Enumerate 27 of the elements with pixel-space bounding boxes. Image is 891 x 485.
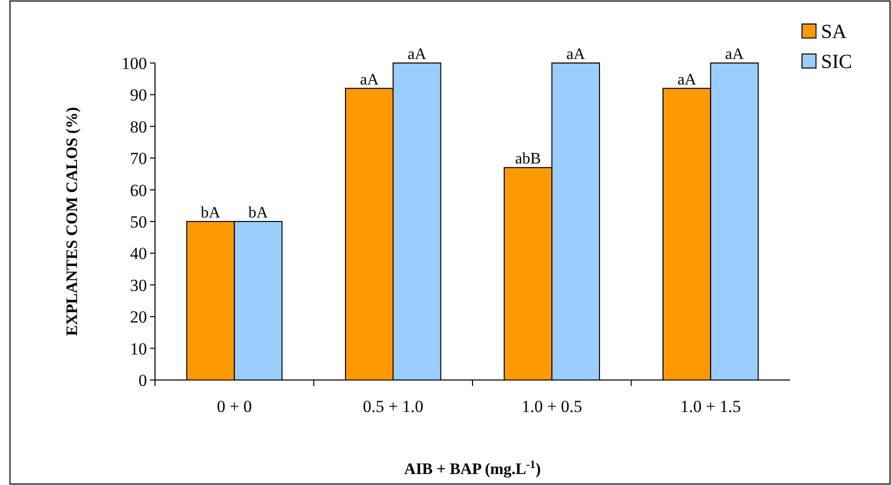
y-tick-label: 40 [130, 244, 147, 264]
y-tick-label: 70 [130, 149, 147, 168]
y-axis-title: EXPLANTES COM CALOS (%) [64, 107, 81, 336]
y-tick-label: 20 [130, 308, 147, 327]
y-tick-label: 60 [130, 180, 147, 200]
y-tick-label: 10 [130, 339, 147, 358]
data-label: aA [566, 46, 586, 63]
data-label: bA [200, 204, 221, 222]
data-label: aA [360, 71, 380, 88]
y-tick-label: 80 [130, 117, 147, 136]
data-label: aA [725, 46, 744, 63]
x-tick-label: 0 + 0 [216, 397, 252, 416]
y-tick-label: 100 [122, 54, 147, 73]
y-tick-label: 0 [138, 370, 147, 390]
data-label: bA [248, 204, 268, 222]
y-tick-label: 30 [130, 276, 147, 295]
x-tick-label: 1.0 + 0.5 [522, 397, 582, 416]
legend-label: SIC [821, 51, 852, 73]
legend-label: SA [821, 21, 848, 43]
data-label: aA [677, 71, 697, 88]
data-label: abB [515, 150, 541, 168]
x-axis-title: AIB + BAP (mg.L$^{-1}$) [404, 459, 541, 478]
x-tick-label: 0.5 + 1.0 [362, 397, 424, 416]
y-tick-label: 90 [130, 86, 147, 105]
y-tick-label: 50 [130, 212, 147, 232]
x-tick-label: 1.0 + 1.5 [680, 397, 741, 416]
data-label: aA [408, 46, 427, 63]
